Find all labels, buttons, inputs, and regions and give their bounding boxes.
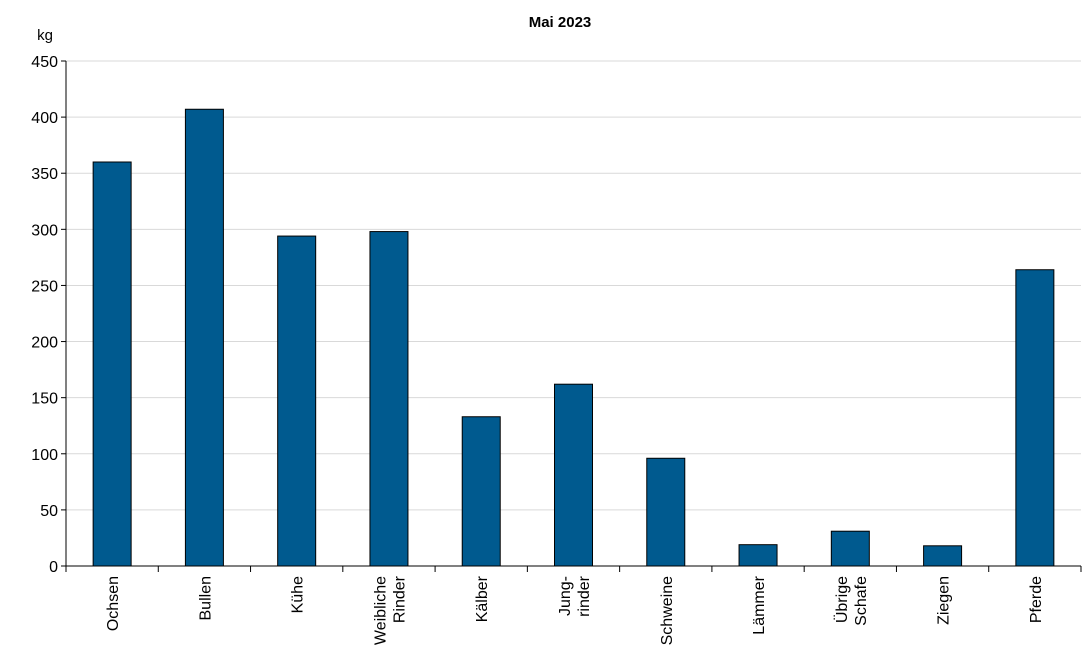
bar xyxy=(923,545,963,567)
bar xyxy=(92,161,132,567)
gridlines xyxy=(66,60,1081,511)
x-tick-label: Weibliche xyxy=(372,576,389,645)
x-tick-label: Kälber xyxy=(474,575,491,622)
x-tick-label: Schafe xyxy=(853,576,870,626)
axes xyxy=(61,60,1082,572)
bar xyxy=(184,108,224,567)
x-tick-labels: Ochsen Bullen Kühe Weibliche Rinder Kälber Jun… xyxy=(105,575,1045,645)
bar xyxy=(554,383,593,567)
y-tick-label: 400 xyxy=(31,110,58,127)
bar xyxy=(369,231,409,567)
y-tick-labels: 0 50 100 150 200 250 300 350 400 450 xyxy=(31,54,58,576)
y-tick-label: 350 xyxy=(31,166,58,183)
bar xyxy=(461,416,501,567)
x-tick-label: Jung- xyxy=(557,576,574,616)
x-tick-label: Lämmer xyxy=(751,575,768,634)
bar xyxy=(830,530,870,567)
bar xyxy=(277,235,317,567)
x-tick-label: Ochsen xyxy=(105,576,122,631)
x-tick-label: Pferde xyxy=(1028,576,1045,623)
x-tick-label: Schweine xyxy=(659,576,676,645)
y-tick-label: 150 xyxy=(31,391,58,408)
y-tick-label: 100 xyxy=(31,447,58,464)
y-tick-label: 450 xyxy=(31,54,58,71)
x-tick-label: Übrige xyxy=(833,576,851,623)
bars xyxy=(92,108,1055,567)
x-tick-label: Ziegen xyxy=(936,576,953,625)
y-tick-label: 250 xyxy=(31,278,58,295)
bar xyxy=(1015,269,1055,567)
chart-title: Mai 2023 xyxy=(529,14,592,31)
x-tick-label: Rinder xyxy=(391,575,408,623)
y-tick-label: 0 xyxy=(49,559,58,576)
y-tick-label: 50 xyxy=(40,503,58,520)
x-tick-label: Kühe xyxy=(290,576,307,613)
y-tick-label: 200 xyxy=(31,335,58,352)
y-tick-label: 300 xyxy=(31,222,58,239)
x-tick-label: rinder xyxy=(576,575,593,617)
bar xyxy=(738,544,778,567)
bar xyxy=(646,457,686,567)
y-axis-unit-label: kg xyxy=(37,27,53,44)
x-tick-label: Bullen xyxy=(197,576,214,620)
